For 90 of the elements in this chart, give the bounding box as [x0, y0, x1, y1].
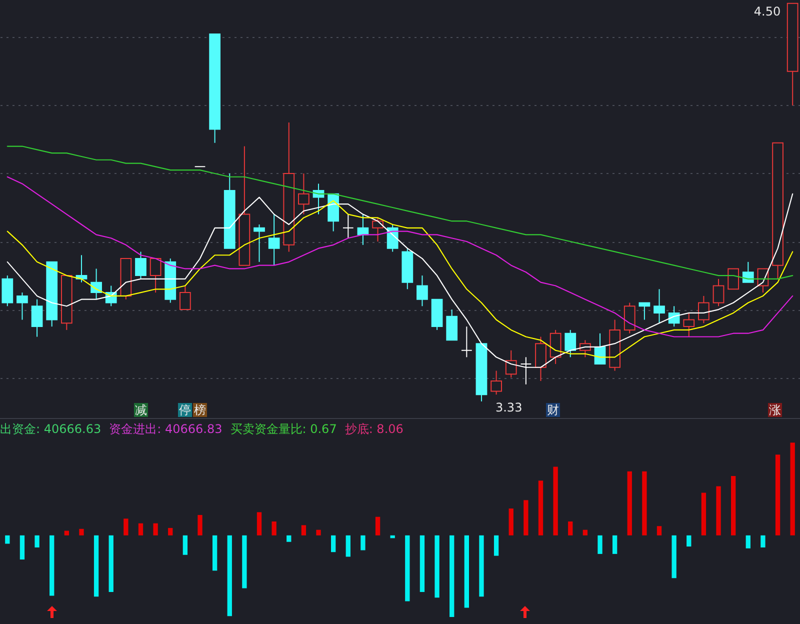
bar — [182, 535, 188, 555]
bar — [479, 535, 484, 597]
candlestick — [180, 285, 191, 310]
bar — [656, 526, 662, 536]
bar — [731, 476, 736, 536]
bar — [627, 471, 632, 536]
bar — [212, 535, 218, 571]
candlestick — [16, 292, 28, 320]
bar — [790, 442, 795, 536]
bar — [124, 518, 128, 536]
bar — [582, 530, 588, 536]
bar — [34, 535, 40, 548]
annotation: 财 — [546, 403, 560, 417]
candlestick — [490, 370, 502, 396]
candlestick — [535, 336, 546, 382]
bar — [256, 512, 262, 536]
candlestick — [460, 326, 472, 358]
bar — [716, 486, 721, 536]
candlestick — [254, 224, 265, 262]
candlestick — [298, 172, 310, 215]
bar — [108, 535, 114, 592]
bar — [286, 535, 292, 542]
bar — [331, 535, 336, 552]
candlestick — [342, 214, 354, 239]
bar — [775, 454, 780, 536]
bar — [524, 500, 528, 536]
bar — [316, 530, 321, 536]
text: 抄底: 8.06 — [344, 421, 404, 438]
bar — [138, 523, 144, 536]
bar — [5, 535, 10, 544]
bar — [568, 521, 573, 536]
candlestick — [654, 288, 665, 324]
candlestick — [712, 278, 724, 307]
bar — [746, 535, 750, 548]
bar — [50, 535, 54, 596]
bar — [346, 535, 350, 557]
bar — [464, 535, 469, 608]
text: 买卖资金量比: 0.67 — [230, 421, 337, 438]
bar — [272, 521, 276, 536]
candlestick — [683, 312, 695, 338]
bar — [494, 535, 499, 556]
candlestick — [2, 275, 14, 307]
candlestick — [564, 329, 576, 358]
annotation: 3.33 — [495, 400, 522, 414]
candlestick — [505, 350, 517, 378]
candlestick — [728, 268, 740, 290]
bar — [153, 523, 158, 536]
candlestick — [135, 251, 146, 280]
candlestick — [624, 302, 636, 334]
candlestick — [638, 302, 650, 320]
bar — [701, 492, 706, 536]
bar — [242, 535, 247, 588]
bar — [672, 535, 676, 578]
bar — [405, 535, 410, 602]
bar — [598, 535, 602, 554]
bar — [64, 530, 69, 536]
bar — [360, 535, 366, 550]
candlestick — [31, 298, 43, 338]
bar — [612, 535, 618, 554]
candlestick — [372, 217, 384, 242]
annotation: 停 — [178, 403, 192, 417]
candlestick — [416, 275, 428, 307]
bar — [198, 514, 202, 536]
annotation: 减 — [134, 403, 148, 417]
annotation: 榜 — [193, 403, 207, 417]
bar — [508, 508, 514, 536]
bar — [686, 535, 692, 547]
annotation: 涨 — [768, 403, 782, 417]
candlestick — [698, 295, 710, 324]
text: 资金进出: 40666.83 — [109, 421, 222, 438]
bar — [760, 535, 766, 548]
bar — [434, 535, 440, 598]
candlestick — [446, 309, 458, 341]
bar — [168, 528, 173, 536]
text: 出资金: 40666.63 — [0, 421, 102, 438]
bar — [642, 471, 647, 536]
bar — [301, 525, 306, 536]
bar — [375, 516, 380, 536]
bar — [79, 528, 84, 536]
candlestick — [742, 261, 754, 283]
bar — [94, 535, 99, 597]
candlestick — [268, 214, 280, 266]
candlestick — [150, 258, 162, 294]
bar — [420, 535, 425, 592]
bar — [450, 535, 454, 618]
bar — [538, 480, 544, 536]
annotation: 4.50 — [754, 4, 781, 18]
bar — [227, 535, 232, 616]
bar — [20, 535, 25, 560]
bar — [553, 466, 558, 536]
